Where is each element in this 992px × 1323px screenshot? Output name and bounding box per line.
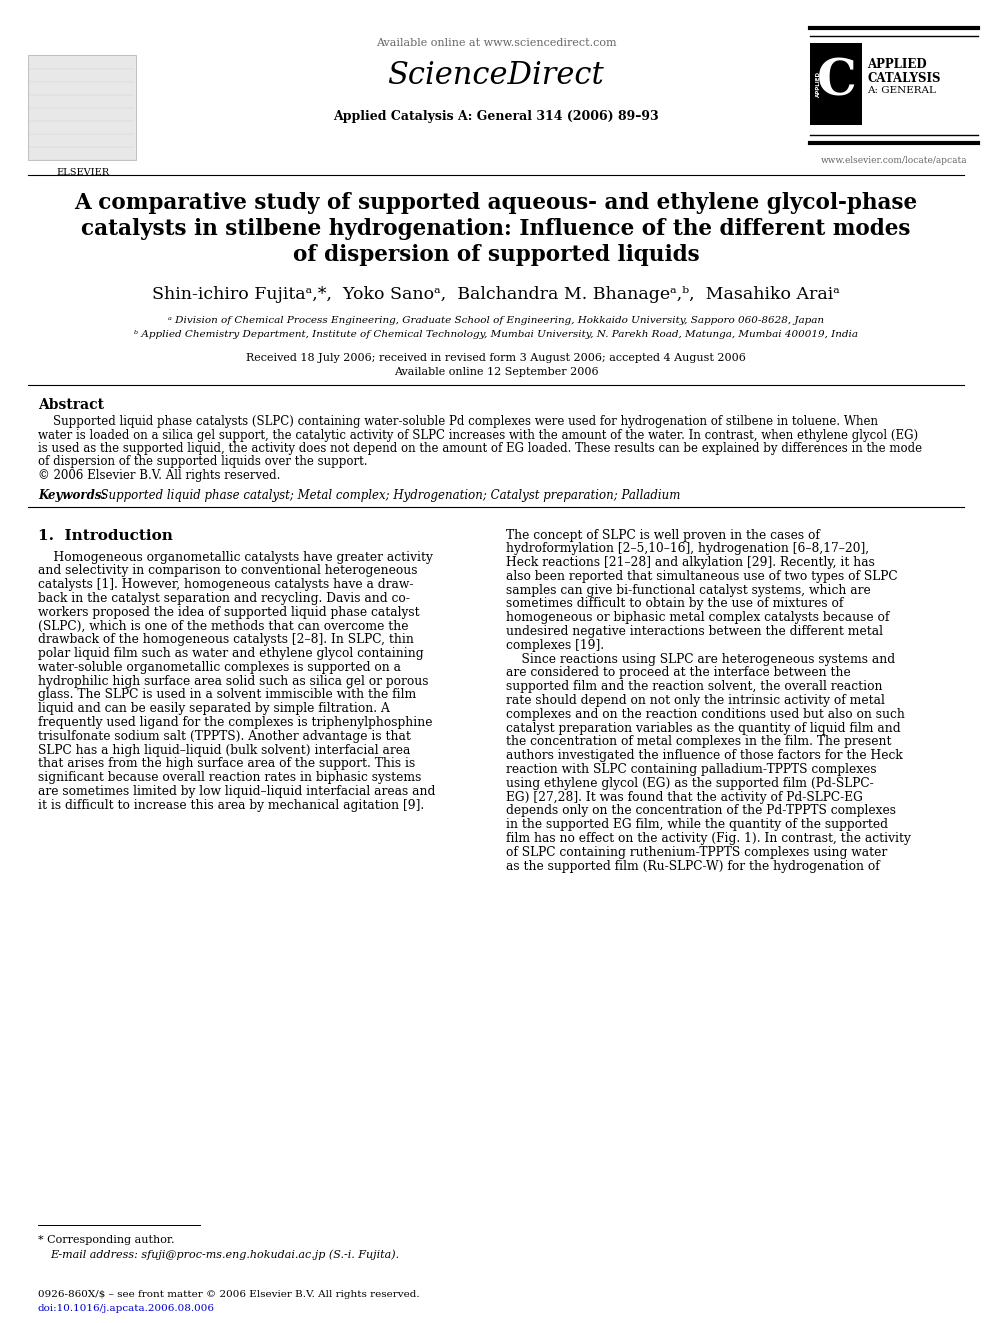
Text: sometimes difficult to obtain by the use of mixtures of: sometimes difficult to obtain by the use…	[506, 598, 843, 610]
Text: 0926-860X/$ – see front matter © 2006 Elsevier B.V. All rights reserved.: 0926-860X/$ – see front matter © 2006 El…	[38, 1290, 420, 1299]
Text: depends only on the concentration of the Pd-TPPTS complexes: depends only on the concentration of the…	[506, 804, 896, 818]
Text: frequently used ligand for the complexes is triphenylphosphine: frequently used ligand for the complexes…	[38, 716, 433, 729]
Text: undesired negative interactions between the different metal: undesired negative interactions between …	[506, 624, 883, 638]
Text: drawback of the homogeneous catalysts [2–8]. In SLPC, thin: drawback of the homogeneous catalysts [2…	[38, 634, 414, 647]
Text: hydrophilic high surface area solid such as silica gel or porous: hydrophilic high surface area solid such…	[38, 675, 429, 688]
Text: www.elsevier.com/locate/apcata: www.elsevier.com/locate/apcata	[820, 156, 967, 165]
Text: of dispersion of supported liquids: of dispersion of supported liquids	[293, 243, 699, 266]
Text: back in the catalyst separation and recycling. Davis and co-: back in the catalyst separation and recy…	[38, 591, 410, 605]
Bar	[28, 56, 136, 160]
Text: CATALYSIS: CATALYSIS	[867, 71, 940, 85]
Text: and selectivity in comparison to conventional heterogeneous: and selectivity in comparison to convent…	[38, 565, 418, 577]
Text: APPLIED: APPLIED	[815, 71, 820, 97]
Text: Available online at www.sciencedirect.com: Available online at www.sciencedirect.co…	[376, 38, 616, 48]
Text: are considered to proceed at the interface between the: are considered to proceed at the interfa…	[506, 667, 851, 680]
Text: hydroformylation [2–5,10–16], hydrogenation [6–8,17–20],: hydroformylation [2–5,10–16], hydrogenat…	[506, 542, 869, 556]
Text: complexes and on the reaction conditions used but also on such: complexes and on the reaction conditions…	[506, 708, 905, 721]
Text: ᵇ Applied Chemistry Department, Institute of Chemical Technology, Mumbai Univers: ᵇ Applied Chemistry Department, Institut…	[134, 329, 858, 339]
Text: ELSEVIER: ELSEVIER	[57, 168, 109, 177]
Text: homogeneous or biphasic metal complex catalysts because of: homogeneous or biphasic metal complex ca…	[506, 611, 890, 624]
Text: significant because overall reaction rates in biphasic systems: significant because overall reaction rat…	[38, 771, 422, 785]
Text: * Corresponding author.: * Corresponding author.	[38, 1234, 175, 1245]
Text: A: GENERAL: A: GENERAL	[867, 86, 935, 95]
Text: supported film and the reaction solvent, the overall reaction: supported film and the reaction solvent,…	[506, 680, 883, 693]
Text: Supported liquid phase catalyst; Metal complex; Hydrogenation; Catalyst preparat: Supported liquid phase catalyst; Metal c…	[93, 488, 681, 501]
Text: water is loaded on a silica gel support, the catalytic activity of SLPC increase: water is loaded on a silica gel support,…	[38, 429, 919, 442]
Text: it is difficult to increase this area by mechanical agitation [9].: it is difficult to increase this area by…	[38, 799, 425, 812]
Text: also been reported that simultaneous use of two types of SLPC: also been reported that simultaneous use…	[506, 570, 898, 583]
Text: ᵃ Division of Chemical Process Engineering, Graduate School of Engineering, Hokk: ᵃ Division of Chemical Process Engineeri…	[168, 316, 824, 325]
Text: Received 18 July 2006; received in revised form 3 August 2006; accepted 4 August: Received 18 July 2006; received in revis…	[246, 353, 746, 363]
Text: Supported liquid phase catalysts (SLPC) containing water-soluble Pd complexes we: Supported liquid phase catalysts (SLPC) …	[38, 415, 878, 429]
Text: © 2006 Elsevier B.V. All rights reserved.: © 2006 Elsevier B.V. All rights reserved…	[38, 468, 281, 482]
Text: Heck reactions [21–28] and alkylation [29]. Recently, it has: Heck reactions [21–28] and alkylation [2…	[506, 556, 875, 569]
Text: polar liquid film such as water and ethylene glycol containing: polar liquid film such as water and ethy…	[38, 647, 424, 660]
Text: Since reactions using SLPC are heterogeneous systems and: Since reactions using SLPC are heterogen…	[506, 652, 895, 665]
Text: Applied Catalysis A: General 314 (2006) 89–93: Applied Catalysis A: General 314 (2006) …	[333, 110, 659, 123]
Text: of SLPC containing ruthenium-TPPTS complexes using water: of SLPC containing ruthenium-TPPTS compl…	[506, 845, 887, 859]
Text: authors investigated the influence of those factors for the Heck: authors investigated the influence of th…	[506, 749, 903, 762]
Text: Abstract: Abstract	[38, 398, 104, 411]
Text: reaction with SLPC containing palladium-TPPTS complexes: reaction with SLPC containing palladium-…	[506, 763, 877, 777]
Text: the concentration of metal complexes in the film. The present: the concentration of metal complexes in …	[506, 736, 892, 749]
Text: The concept of SLPC is well proven in the cases of: The concept of SLPC is well proven in th…	[506, 528, 819, 541]
Text: complexes [19].: complexes [19].	[506, 639, 604, 652]
Text: catalysts [1]. However, homogeneous catalysts have a draw-: catalysts [1]. However, homogeneous cata…	[38, 578, 414, 591]
Text: water-soluble organometallic complexes is supported on a: water-soluble organometallic complexes i…	[38, 662, 401, 673]
Text: is used as the supported liquid, the activity does not depend on the amount of E: is used as the supported liquid, the act…	[38, 442, 923, 455]
Text: trisulfonate sodium salt (TPPTS). Another advantage is that: trisulfonate sodium salt (TPPTS). Anothe…	[38, 730, 411, 744]
Text: E-mail address: sfuji@proc-ms.eng.hokudai.ac.jp (S.-i. Fujita).: E-mail address: sfuji@proc-ms.eng.hokuda…	[50, 1249, 399, 1259]
Text: liquid and can be easily separated by simple filtration. A: liquid and can be easily separated by si…	[38, 703, 390, 716]
Text: Homogeneous organometallic catalysts have greater activity: Homogeneous organometallic catalysts hav…	[38, 550, 433, 564]
Text: as the supported film (Ru-SLPC-W) for the hydrogenation of: as the supported film (Ru-SLPC-W) for th…	[506, 860, 880, 873]
Text: C: C	[817, 58, 857, 107]
Bar	[810, 44, 862, 124]
Text: (SLPC), which is one of the methods that can overcome the: (SLPC), which is one of the methods that…	[38, 619, 409, 632]
Text: of dispersion of the supported liquids over the support.: of dispersion of the supported liquids o…	[38, 455, 367, 468]
Text: that arises from the high surface area of the support. This is: that arises from the high surface area o…	[38, 758, 416, 770]
Text: Available online 12 September 2006: Available online 12 September 2006	[394, 366, 598, 377]
Text: rate should depend on not only the intrinsic activity of metal: rate should depend on not only the intri…	[506, 695, 885, 706]
Text: catalyst preparation variables as the quantity of liquid film and: catalyst preparation variables as the qu…	[506, 722, 901, 734]
Text: are sometimes limited by low liquid–liquid interfacial areas and: are sometimes limited by low liquid–liqu…	[38, 785, 435, 798]
Text: film has no effect on the activity (Fig. 1). In contrast, the activity: film has no effect on the activity (Fig.…	[506, 832, 911, 845]
Text: ScienceDirect: ScienceDirect	[388, 60, 604, 91]
Text: workers proposed the idea of supported liquid phase catalyst: workers proposed the idea of supported l…	[38, 606, 420, 619]
Text: Shin-ichiro Fujitaᵃ,*,  Yoko Sanoᵃ,  Balchandra M. Bhanageᵃ,ᵇ,  Masahiko Araiᵃ: Shin-ichiro Fujitaᵃ,*, Yoko Sanoᵃ, Balch…	[152, 286, 840, 303]
Text: in the supported EG film, while the quantity of the supported: in the supported EG film, while the quan…	[506, 819, 888, 831]
Text: Keywords:: Keywords:	[38, 488, 106, 501]
Text: samples can give bi-functional catalyst systems, which are: samples can give bi-functional catalyst …	[506, 583, 871, 597]
Text: EG) [27,28]. It was found that the activity of Pd-SLPC-EG: EG) [27,28]. It was found that the activ…	[506, 791, 863, 803]
Text: doi:10.1016/j.apcata.2006.08.006: doi:10.1016/j.apcata.2006.08.006	[38, 1304, 215, 1312]
Text: A comparative study of supported aqueous- and ethylene glycol-phase: A comparative study of supported aqueous…	[74, 192, 918, 214]
Text: SLPC has a high liquid–liquid (bulk solvent) interfacial area: SLPC has a high liquid–liquid (bulk solv…	[38, 744, 411, 757]
Text: 1.  Introduction: 1. Introduction	[38, 528, 173, 542]
Text: glass. The SLPC is used in a solvent immiscible with the film: glass. The SLPC is used in a solvent imm…	[38, 688, 417, 701]
Text: catalysts in stilbene hydrogenation: Influence of the different modes: catalysts in stilbene hydrogenation: Inf…	[81, 218, 911, 239]
Text: using ethylene glycol (EG) as the supported film (Pd-SLPC-: using ethylene glycol (EG) as the suppor…	[506, 777, 874, 790]
Text: APPLIED: APPLIED	[867, 58, 927, 71]
